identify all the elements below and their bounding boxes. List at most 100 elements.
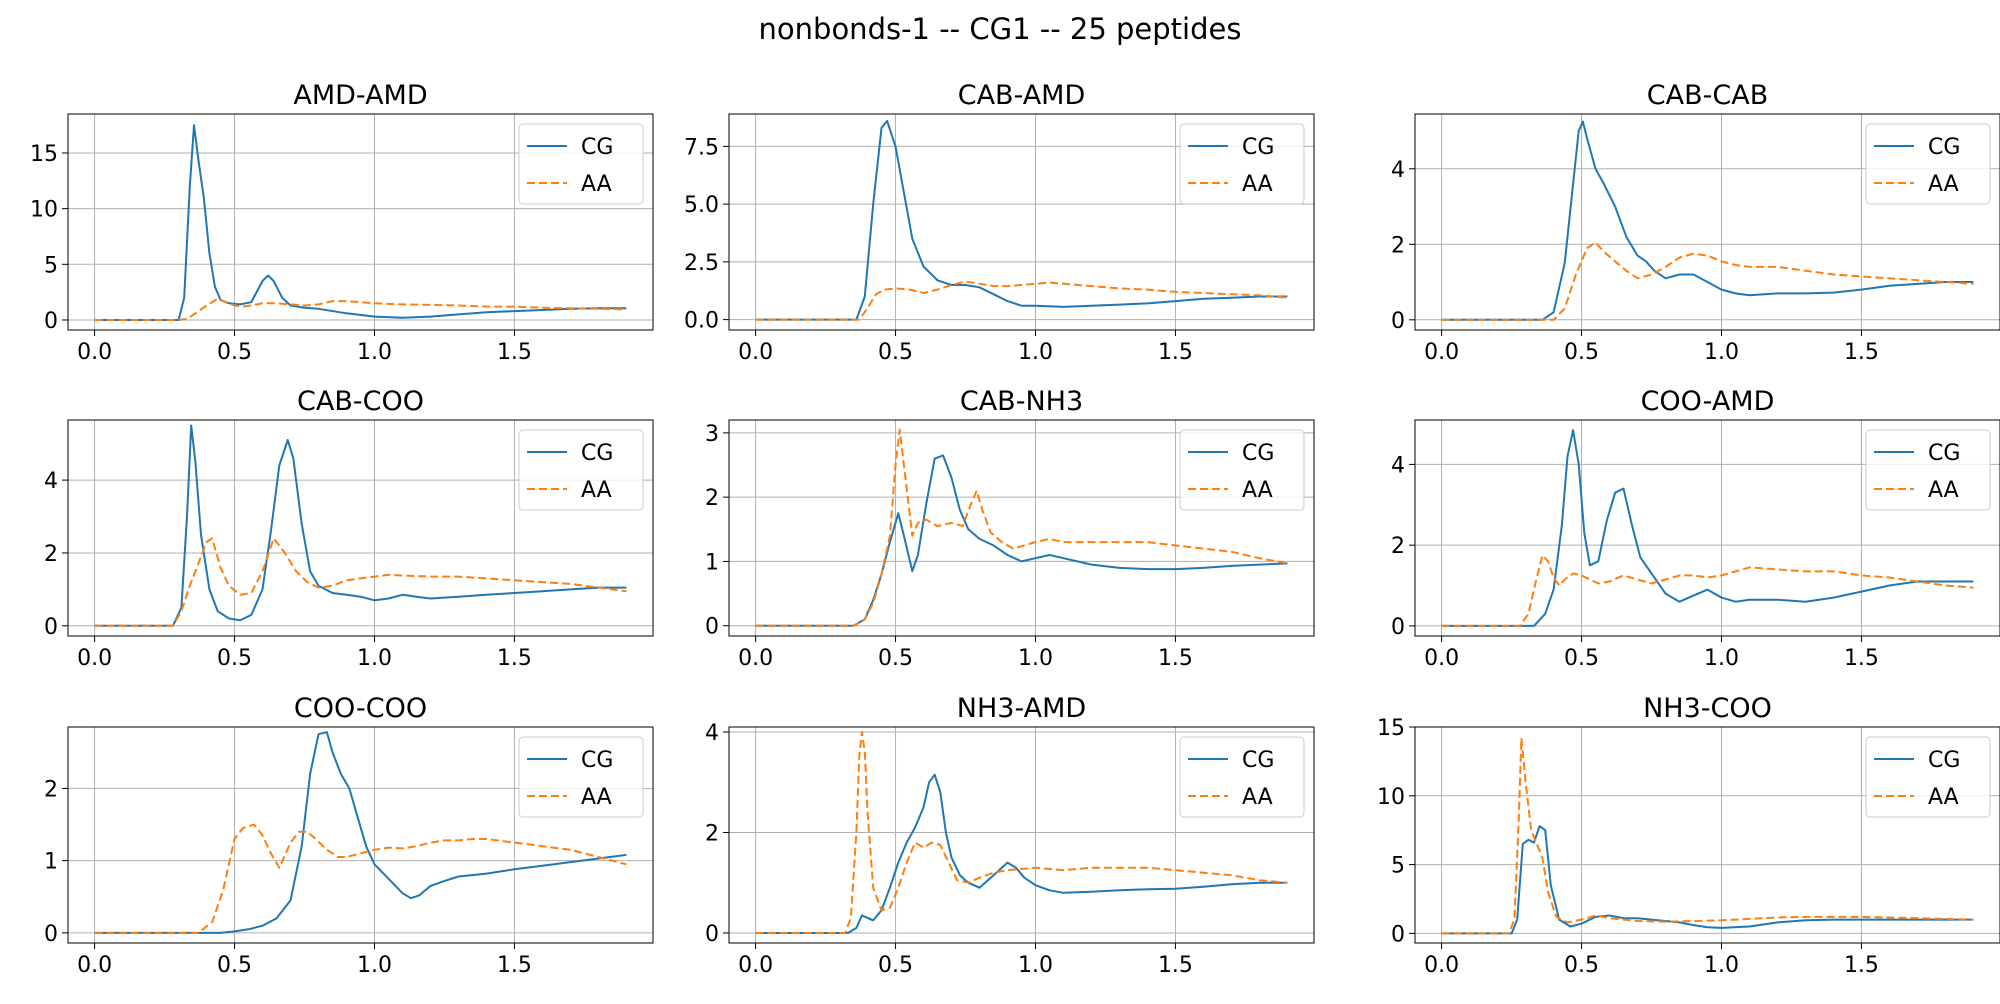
x-tick-label: 1.0 (1018, 953, 1053, 978)
y-tick-label: 10 (1377, 785, 1405, 810)
x-tick-label: 0.5 (878, 340, 913, 365)
legend: CG AA (518, 736, 644, 818)
series-line-cg (1441, 825, 1974, 935)
y-tick-label: 2 (44, 777, 58, 802)
x-tick-label: 0.5 (1564, 646, 1599, 671)
y-tick-label: 0 (705, 922, 719, 947)
x-tick-label: 1.0 (357, 953, 392, 978)
x-tick-label: 0.0 (77, 340, 112, 365)
y-tick-label: 5 (1391, 854, 1405, 879)
y-tick-label: 2 (705, 821, 719, 846)
legend-box (1865, 123, 1991, 205)
legend-label-aa: AA (581, 172, 612, 197)
legend-label-cg: CG (581, 748, 613, 773)
y-tick-label: 5.0 (684, 193, 719, 218)
y-tick-label: 0 (44, 922, 58, 947)
x-tick-label: 0.5 (217, 646, 252, 671)
y-tick-label: 2 (1391, 233, 1405, 258)
subplot-title: COO-AMD (1641, 386, 1775, 417)
axes-frame (1414, 419, 2000, 637)
series-line-aa (755, 280, 1288, 321)
subplot-title: CAB-COO (297, 386, 424, 417)
series-line-cg (755, 773, 1288, 934)
x-tick-label: 1.0 (357, 646, 392, 671)
x-tick-label: 1.0 (1704, 953, 1739, 978)
subplot-title: CAB-AMD (958, 80, 1086, 111)
figure-title: nonbonds-1 -- CG1 -- 25 peptides (758, 12, 1242, 46)
legend: CG AA (1179, 736, 1305, 818)
subplot-title: CAB-CAB (1647, 80, 1768, 111)
legend-label-aa: AA (1242, 172, 1273, 197)
x-tick-label: 0.0 (738, 953, 773, 978)
y-tick-label: 1 (44, 850, 58, 875)
y-tick-label: 4 (705, 721, 719, 746)
axes-frame (1414, 113, 2000, 331)
subplot-amd-amd: 0.0 0.5 1.0 1.5 0 5 10 15 AMD-AMD CG AA (30, 80, 654, 365)
legend-box (1865, 429, 1991, 511)
x-tick-label: 1.0 (1018, 340, 1053, 365)
y-tick-label: 2.5 (684, 251, 719, 276)
legend-label-aa: AA (581, 478, 612, 503)
axes-frame (728, 419, 1315, 637)
subplot-nh3-amd: 0.0 0.5 1.0 1.5 0 2 4 NH3-AMD CG AA (705, 693, 1315, 978)
series-line-cg (755, 119, 1288, 321)
x-tick-label: 1.5 (1158, 953, 1193, 978)
subplot-nh3-coo: 0.0 0.5 1.0 1.5 0 5 10 15 NH3-COO CG AA (1377, 693, 2000, 978)
legend-label-cg: CG (1928, 135, 1960, 160)
x-tick-label: 1.5 (497, 646, 532, 671)
x-tick-label: 1.0 (357, 340, 392, 365)
axes-frame (67, 726, 654, 944)
legend-box (1865, 736, 1991, 818)
x-tick-label: 0.5 (1564, 340, 1599, 365)
axes-frame (67, 419, 654, 637)
subplot-title: COO-COO (294, 693, 427, 724)
legend-box (1179, 736, 1305, 818)
legend-box (1179, 429, 1305, 511)
series-line-aa (1441, 554, 1974, 627)
x-tick-label: 1.0 (1018, 646, 1053, 671)
y-tick-label: 5 (44, 253, 58, 278)
legend: CG AA (518, 429, 644, 511)
series-line-cg (1441, 120, 1974, 321)
y-tick-label: 0 (1391, 309, 1405, 334)
x-tick-label: 1.5 (1844, 340, 1879, 365)
subplot-title: CAB-NH3 (960, 386, 1083, 417)
axes-frame (728, 113, 1315, 331)
axes-frame (1414, 726, 2000, 944)
y-tick-label: 2 (1391, 534, 1405, 559)
series-line-aa (94, 823, 627, 934)
legend: CG AA (1179, 123, 1305, 205)
legend-label-aa: AA (1242, 785, 1273, 810)
x-tick-label: 0.0 (738, 646, 773, 671)
y-tick-label: 3 (705, 422, 719, 447)
subplot-cab-coo: 0.0 0.5 1.0 1.5 0 2 4 CAB-COO CG AA (44, 386, 654, 671)
x-tick-label: 1.5 (1844, 953, 1879, 978)
series-line-aa (94, 297, 627, 321)
series-line-aa (755, 428, 1288, 627)
legend: CG AA (1179, 429, 1305, 511)
x-tick-label: 1.5 (497, 953, 532, 978)
x-tick-label: 0.0 (77, 953, 112, 978)
x-tick-label: 0.5 (217, 340, 252, 365)
y-tick-label: 15 (1377, 716, 1405, 741)
y-tick-label: 4 (44, 469, 58, 494)
y-tick-label: 0 (705, 615, 719, 640)
series-line-cg (94, 731, 627, 934)
series-line-aa (755, 731, 1288, 934)
y-tick-label: 2 (44, 542, 58, 567)
axes-frame (67, 113, 654, 331)
series-line-cg (755, 454, 1288, 627)
y-tick-label: 2 (705, 486, 719, 511)
subplot-title: NH3-COO (1643, 693, 1772, 724)
y-tick-label: 7.5 (684, 135, 719, 160)
legend: CG AA (1865, 429, 1991, 511)
legend-box (518, 123, 644, 205)
legend: CG AA (1865, 123, 1991, 205)
y-tick-label: 0 (44, 615, 58, 640)
subplot-title: AMD-AMD (293, 80, 427, 111)
axes-frame (728, 726, 1315, 944)
y-tick-label: 0 (1391, 922, 1405, 947)
x-tick-label: 1.5 (1844, 646, 1879, 671)
